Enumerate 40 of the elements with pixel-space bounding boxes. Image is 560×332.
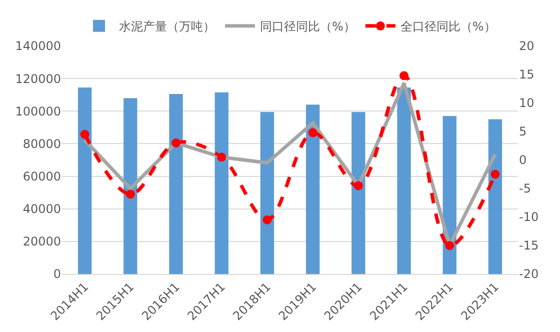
point bbox=[217, 152, 226, 162]
point bbox=[262, 215, 272, 224]
legend-label: 全口径同比（%） bbox=[400, 20, 496, 34]
y-tick-label: 0 bbox=[53, 267, 61, 282]
y-tick-label: 120000 bbox=[15, 72, 61, 86]
bar bbox=[169, 94, 183, 274]
point bbox=[490, 170, 500, 179]
bar bbox=[260, 112, 274, 274]
y2-tick-label: -15 bbox=[519, 238, 539, 253]
y-tick-label: 60000 bbox=[22, 169, 61, 184]
y-tick-label: 100000 bbox=[15, 104, 61, 118]
y2-tick-label: 0 bbox=[519, 153, 527, 168]
bar bbox=[488, 119, 502, 274]
y-tick-label: 80000 bbox=[22, 136, 61, 151]
bar bbox=[442, 116, 456, 274]
point bbox=[308, 128, 318, 138]
y2-tick-label: -20 bbox=[519, 267, 539, 282]
bar bbox=[397, 88, 411, 274]
y2-tick-label: -10 bbox=[519, 210, 539, 224]
legend-label: 水泥产量（万吨） bbox=[119, 20, 215, 34]
point bbox=[354, 181, 363, 190]
bar bbox=[78, 88, 92, 274]
bar bbox=[352, 112, 366, 274]
point bbox=[445, 241, 454, 250]
point bbox=[80, 130, 90, 139]
y2-tick-label: -5 bbox=[519, 182, 531, 196]
y-tick-label: 40000 bbox=[22, 202, 61, 216]
bar bbox=[214, 92, 228, 274]
y2-tick-label: 5 bbox=[519, 124, 527, 139]
legend-label: 同口径同比（%） bbox=[260, 20, 356, 34]
bar bbox=[124, 98, 138, 274]
point bbox=[400, 71, 408, 80]
y2-tick-label: 10 bbox=[519, 96, 534, 110]
y2-tick-label: 20 bbox=[519, 39, 534, 54]
bar bbox=[306, 104, 320, 274]
y-tick-label: 140000 bbox=[15, 39, 61, 54]
y2-tick-label: 15 bbox=[519, 68, 534, 82]
point bbox=[172, 138, 180, 148]
y-tick-label: 20000 bbox=[22, 234, 61, 249]
point bbox=[126, 190, 135, 199]
